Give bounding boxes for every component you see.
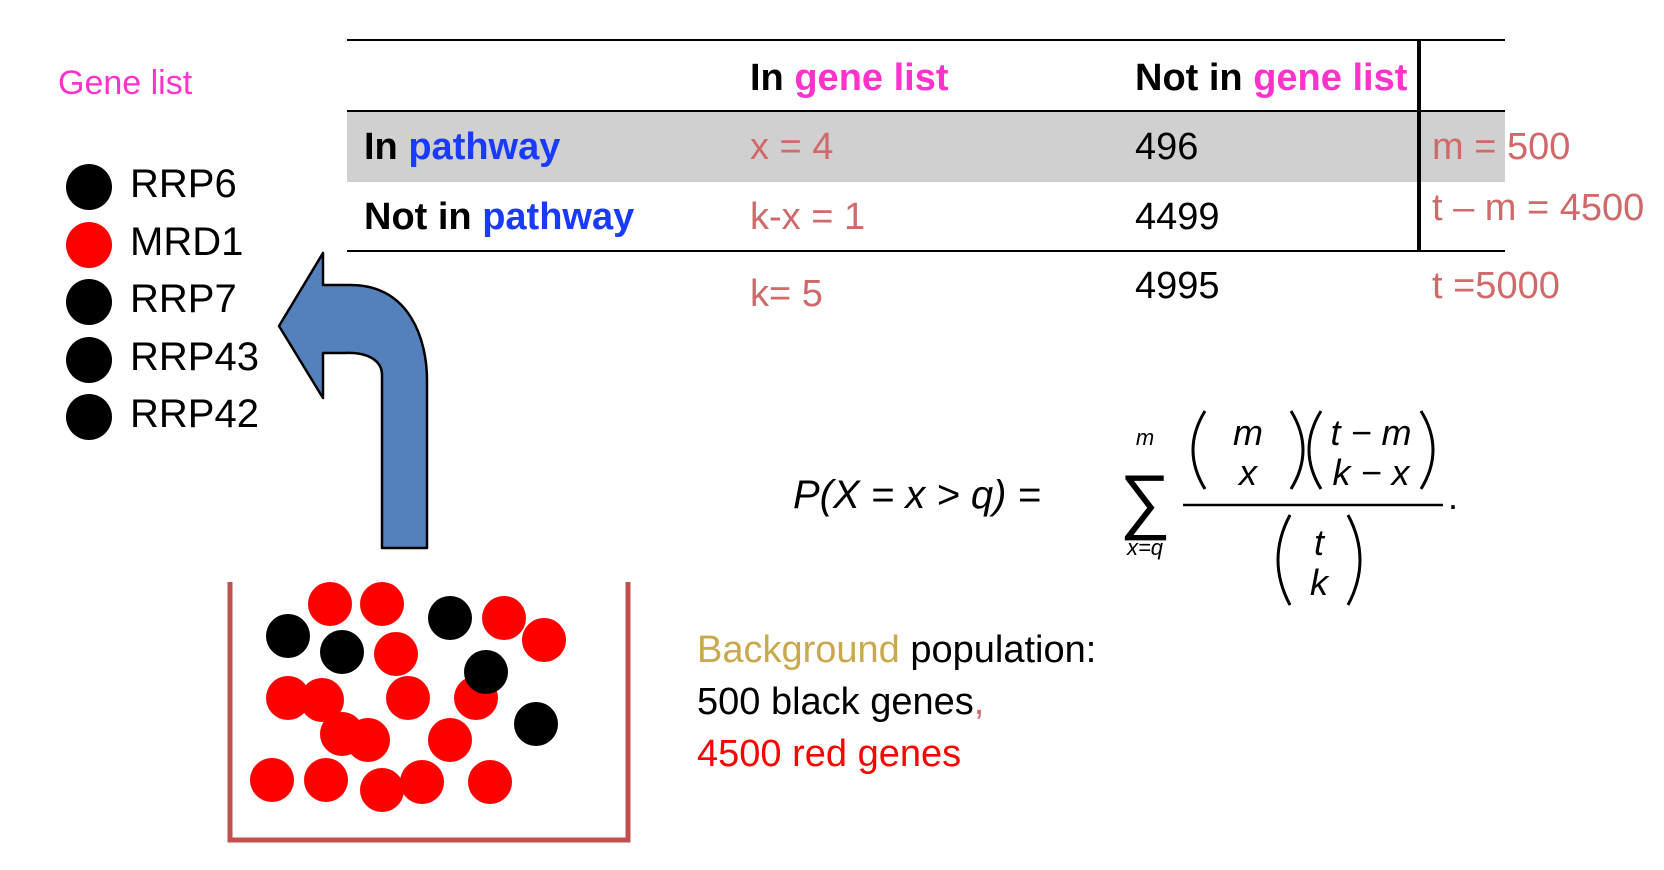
row-label-not-in-pathway: Not in pathway (364, 195, 634, 239)
gene-dot (66, 221, 112, 268)
header-prefix: Not in (1135, 57, 1243, 99)
row-label-in-pathway: In pathway (364, 125, 560, 169)
red-gene-ball (304, 758, 348, 802)
gene-dot (66, 394, 112, 440)
black-genes-count: 500 black genes (697, 681, 974, 723)
ball-group (250, 582, 566, 812)
sum-lower-limit: x=q (1126, 535, 1164, 560)
background-line-2: 500 black genes, (697, 676, 1096, 728)
header-not-in-gene-list: Not in gene list (1135, 56, 1407, 100)
row-label-term: pathway (408, 126, 561, 168)
black-gene-ball (266, 614, 310, 658)
row-label-term: pathway (482, 196, 635, 238)
formula-lhs: P(X = x > q) = (793, 473, 1041, 517)
cell-m: m = 500 (1432, 126, 1571, 168)
curved-arrow-icon (277, 251, 429, 550)
red-gene-ball (428, 718, 472, 762)
red-gene-ball (386, 676, 430, 720)
formula-trail: . (1448, 476, 1458, 517)
background-population-text: Background population: 500 black genes, … (697, 624, 1096, 780)
highlighted-row (347, 112, 1505, 182)
bucket-outline (227, 582, 631, 843)
cell-k: k= 5 (750, 273, 823, 315)
header-prefix: In (750, 57, 784, 99)
gene-name: RRP6 (130, 162, 237, 206)
gene-dot (66, 336, 112, 383)
binom3-top: t (1314, 522, 1326, 563)
binom1-bottom: x (1237, 452, 1259, 493)
paren-left (1191, 410, 1207, 490)
gene-dot (66, 164, 112, 210)
table-vertical-rule (1417, 39, 1421, 251)
red-gene-ball (346, 718, 390, 762)
red-gene-ball (266, 676, 310, 720)
gene-dot (66, 279, 112, 325)
cell-in-pathway-not-in-list: 496 (1135, 126, 1199, 168)
paren-right (1346, 514, 1362, 606)
cell-t-minus-m: t – m = 4500 (1432, 187, 1645, 229)
binom2-bottom: k − x (1332, 452, 1411, 493)
gene-name: MRD1 (130, 219, 244, 264)
red-gene-ball (522, 618, 566, 662)
red-gene-ball (482, 596, 526, 640)
black-gene-ball (464, 650, 508, 694)
red-genes-count: 4500 red genes (697, 733, 962, 775)
red-gene-ball (300, 678, 344, 722)
cell-total-not-in-list: 4995 (1135, 265, 1220, 307)
background-line-1: Background population: (697, 624, 1096, 676)
background-word: Background (697, 629, 900, 671)
red-gene-ball (468, 760, 512, 804)
binom1-top: m (1233, 412, 1263, 453)
binom2-top: t − m (1330, 412, 1411, 453)
paren-left (1307, 410, 1323, 490)
gene-name: RRP43 (130, 334, 259, 379)
table-header-rule (347, 110, 1505, 112)
hypergeometric-formula: P(X = x > q) = m ∑ x=q m x t − m k − x .… (793, 410, 1458, 606)
sum-sign: ∑ (1119, 461, 1170, 541)
black-gene-ball (428, 596, 472, 640)
cell-k-minus-x: k-x = 1 (750, 196, 866, 238)
background-bucket (227, 582, 631, 843)
paren-right (1289, 410, 1305, 490)
row-label-prefix: In (364, 126, 398, 168)
paren-right (1419, 410, 1435, 490)
gene-name: RRP7 (130, 277, 237, 321)
header-term: gene list (1253, 57, 1408, 99)
black-gene-ball (514, 702, 558, 746)
paren-left (1276, 514, 1292, 606)
cell-x: x = 4 (750, 126, 834, 168)
sum-upper-limit: m (1136, 425, 1154, 450)
cell-not-in-pathway-not-in-list: 4499 (1135, 196, 1220, 238)
header-in-gene-list: In gene list (750, 56, 949, 100)
table-bottom-rule (347, 250, 1505, 252)
row-label-prefix: Not in (364, 196, 472, 238)
red-gene-ball (308, 582, 352, 626)
red-gene-ball (400, 760, 444, 804)
red-gene-ball (374, 632, 418, 676)
comma: , (973, 681, 985, 723)
gene-list-title: Gene list (58, 64, 193, 102)
arrow-shape (277, 251, 429, 550)
red-gene-ball (250, 758, 294, 802)
background-rest: population: (899, 629, 1097, 671)
table-top-rule (347, 39, 1505, 41)
gene-name: RRP42 (130, 392, 259, 436)
black-gene-ball (320, 630, 364, 674)
red-gene-ball (360, 582, 404, 626)
cell-t: t =5000 (1432, 265, 1560, 307)
binom3-bottom: k (1310, 562, 1330, 603)
red-gene-ball (360, 768, 404, 812)
header-term: gene list (794, 57, 949, 99)
